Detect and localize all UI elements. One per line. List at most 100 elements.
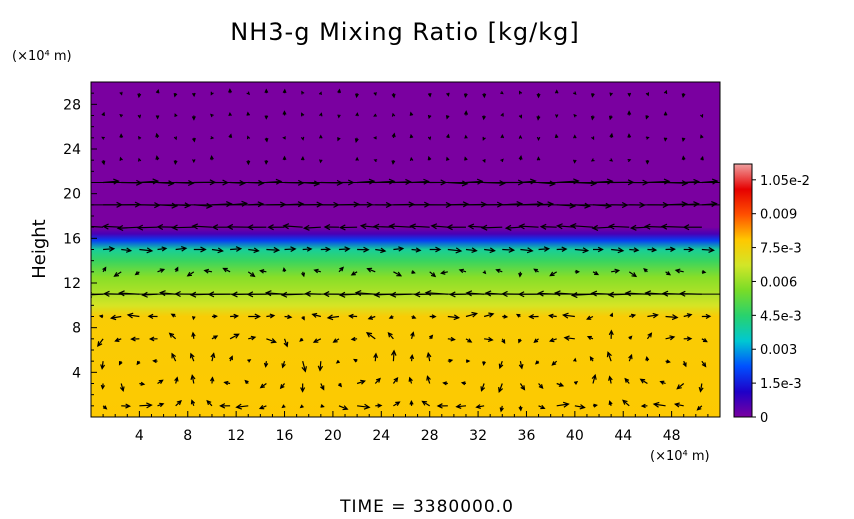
- y-axis-unit-label: (×10⁴ m): [12, 49, 72, 64]
- wind-arrow: [359, 223, 376, 230]
- wind-arrow: [98, 314, 104, 319]
- wind-arrow: [168, 332, 177, 340]
- y-tick-label: 16: [63, 231, 81, 247]
- wind-arrow: [465, 338, 473, 343]
- wind-arrow: [665, 271, 672, 276]
- plot-area: [90, 81, 721, 418]
- wind-arrow: [663, 137, 668, 142]
- wind-arrow: [300, 136, 305, 141]
- wind-arrow: [337, 383, 342, 388]
- wind-arrow: [320, 246, 332, 253]
- wind-arrow: [223, 380, 231, 386]
- wind-arrow: [157, 379, 164, 385]
- wind-arrow: [536, 115, 541, 121]
- wind-arrow: [627, 158, 632, 163]
- wind-arrow: [300, 383, 306, 393]
- wind-arrow: [518, 114, 523, 119]
- wind-arrow: [627, 110, 632, 116]
- y-axis-label: Height: [29, 219, 50, 279]
- wind-arrow: [126, 312, 140, 319]
- wind-arrow: [590, 93, 595, 98]
- wind-arrow: [392, 376, 399, 384]
- wind-arrow: [519, 383, 526, 391]
- wind-arrow: [281, 404, 286, 409]
- wind-arrow: [556, 401, 570, 408]
- wind-arrow: [367, 315, 376, 320]
- wind-arrow: [157, 402, 165, 408]
- wind-arrow: [538, 246, 551, 252]
- x-tick-label: 12: [227, 428, 245, 444]
- wind-arrow: [460, 381, 467, 386]
- wind-arrow: [673, 402, 684, 408]
- wind-arrow: [429, 246, 442, 253]
- wind-arrow: [665, 314, 679, 321]
- wind-arrow: [337, 137, 341, 142]
- wind-arrow: [323, 224, 339, 231]
- wind-arrow: [643, 267, 648, 273]
- wind-arrow: [411, 270, 416, 274]
- wind-arrow: [551, 360, 558, 366]
- wind-arrow: [192, 159, 196, 164]
- wind-arrow: [645, 355, 650, 362]
- wind-arrow: [119, 156, 123, 161]
- wind-arrow: [337, 114, 341, 119]
- wind-arrow: [210, 113, 214, 118]
- wind-arrow: [247, 271, 256, 278]
- wind-arrow: [518, 271, 523, 278]
- wind-arrow: [683, 336, 693, 342]
- wind-arrow: [663, 111, 668, 116]
- wind-arrow: [447, 314, 461, 321]
- y-axis: 4 8 12 16 20 24 28: [63, 92, 97, 407]
- wind-arrow: [248, 247, 260, 254]
- wind-arrow: [499, 405, 504, 413]
- wind-arrow: [155, 89, 160, 94]
- wind-arrow: [148, 336, 158, 342]
- wind-arrow: [573, 357, 577, 362]
- x-tick-label: 36: [518, 428, 536, 444]
- wind-arrow: [482, 270, 487, 275]
- wind-arrow: [391, 160, 396, 165]
- wind-arrow: [518, 338, 522, 344]
- wind-arrow: [259, 383, 267, 389]
- wind-arrow: [387, 331, 394, 340]
- wind-arrow: [338, 246, 351, 252]
- wind-arrow: [138, 135, 142, 140]
- wind-arrow: [113, 271, 122, 277]
- wind-arrow: [229, 333, 240, 340]
- wind-arrow: [393, 401, 401, 407]
- wind-arrow: [504, 224, 521, 231]
- wind-arrow: [484, 247, 496, 254]
- wind-arrow: [467, 223, 485, 230]
- wind-arrow: [592, 403, 598, 408]
- wind-arrow: [590, 158, 595, 162]
- wind-arrow: [607, 223, 630, 230]
- wind-arrow: [264, 137, 269, 143]
- chart-title: NH3-g Mixing Ratio [kg/kg]: [230, 18, 579, 46]
- wind-arrow: [101, 136, 105, 140]
- x-tick-label: 48: [663, 428, 681, 444]
- wind-arrow: [320, 383, 325, 391]
- wind-arrow: [427, 93, 432, 98]
- wind-arrow: [701, 338, 708, 343]
- wind-arrow: [411, 315, 417, 319]
- wind-arrow: [203, 268, 213, 274]
- wind-arrow: [645, 92, 650, 97]
- wind-arrow: [301, 90, 305, 95]
- wind-arrow: [353, 358, 358, 363]
- wind-arrow: [446, 224, 466, 231]
- wind-arrow: [515, 313, 521, 318]
- wind-arrow: [536, 93, 541, 99]
- wind-arrow: [264, 115, 269, 120]
- wind-arrow: [282, 155, 287, 161]
- wind-arrow: [502, 314, 509, 319]
- wind-arrow: [118, 360, 123, 366]
- wind-arrow: [538, 404, 546, 410]
- wind-arrow: [681, 93, 686, 98]
- wind-arrow: [520, 247, 534, 254]
- wind-arrow: [282, 223, 303, 230]
- wind-arrow: [119, 383, 125, 392]
- wind-arrow: [628, 335, 633, 340]
- wind-arrow: [301, 112, 305, 117]
- wind-arrow: [409, 111, 414, 116]
